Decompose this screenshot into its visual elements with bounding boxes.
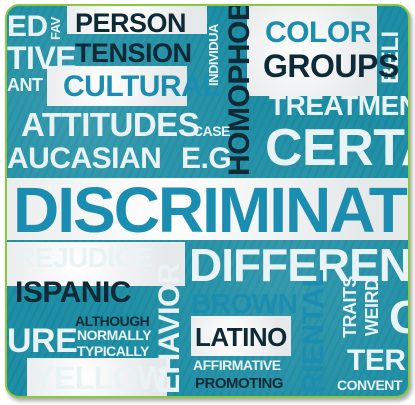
light-band-right (247, 6, 377, 96)
word-ter: TER (347, 344, 406, 377)
word-tive: TIVE (7, 40, 77, 76)
word-ispanic: ISPANIC (15, 276, 131, 309)
word-fav: FAV (48, 17, 63, 40)
word-normally: NORMALLY (77, 327, 152, 343)
light-band-lower (7, 242, 185, 286)
word-eg: E.G (181, 142, 232, 175)
word-rejudice: REJUDICE (15, 242, 153, 273)
light-band-discrimination (7, 178, 408, 240)
word-promoting: PROMOTING (195, 375, 284, 392)
word-latino: LATINO (195, 322, 287, 352)
light-band-latino (191, 316, 291, 356)
word-traits: TRAITS (340, 276, 360, 338)
word-cultural: CULTURAL (63, 70, 221, 103)
word-treatmen: TREATMEN (269, 90, 410, 121)
word-ure: URE (7, 322, 78, 360)
word-ed: ED (7, 10, 48, 43)
word-tension: TENSION (75, 38, 192, 68)
word-person: PERSON (75, 8, 187, 38)
word-cloud-image: ED FAV PERSON INDIVIDUA HOMOPHOB COLOR B… (5, 4, 410, 398)
word-typically: TYPICALLY (77, 343, 150, 359)
word-yellow: YELLOW (33, 360, 167, 396)
light-band-yellow (27, 358, 167, 396)
word-ant: ANT (7, 75, 43, 95)
word-g: G (389, 294, 408, 340)
light-band-culture (47, 66, 187, 106)
word-color: COLOR (265, 16, 371, 49)
word-groups: GROUPS (263, 48, 399, 84)
word-case: CASE (193, 123, 230, 139)
word-discriminat: DISCRIMINAT (13, 174, 408, 246)
word-riental: RIENTAL (297, 269, 330, 394)
word-different: DIFFERENT (189, 239, 410, 291)
word-aucasian: AUCASIAN (7, 142, 162, 175)
word-although: ALTHOUGH (75, 313, 150, 329)
word-weird: WEIRD (362, 278, 382, 337)
word-convent: CONVENT (337, 377, 402, 393)
word-affirmative: AFFIRMATIVE (193, 357, 281, 373)
word-attitudes: ATTITUDES (21, 106, 200, 143)
light-band-person (67, 6, 207, 34)
word-brown: BROWN (191, 288, 298, 319)
